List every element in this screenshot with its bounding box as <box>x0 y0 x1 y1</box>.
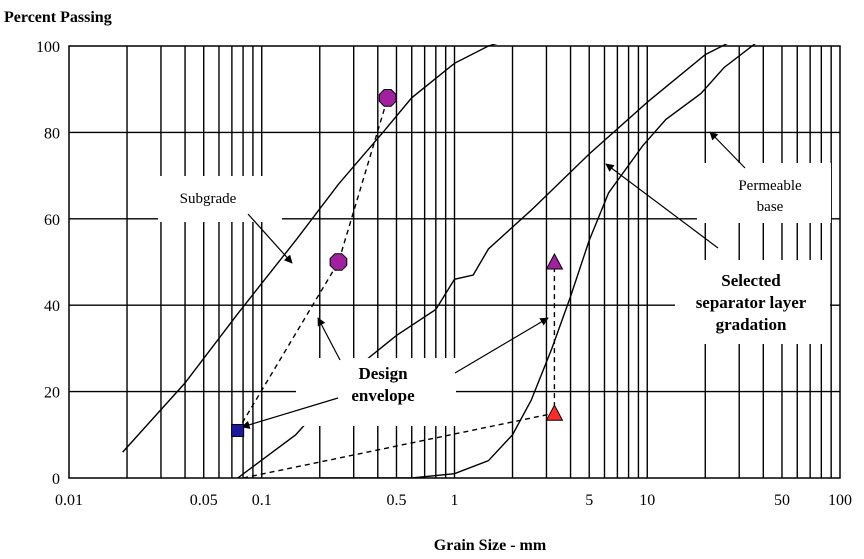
series-group <box>122 44 756 478</box>
callout-arrows <box>241 131 746 429</box>
x-tick-labels: 0.01 0.05 0.1 0.5 1 5 10 50 100 <box>55 492 852 509</box>
x-tick-label: 5 <box>585 492 593 509</box>
marker-triangle <box>545 252 564 270</box>
annotation-label: gradation <box>716 315 787 334</box>
callout-arrow <box>709 131 746 169</box>
x-tick-label: 50 <box>774 492 790 509</box>
callout-arrow <box>241 397 339 429</box>
annotation-box <box>296 358 456 426</box>
marker-square <box>231 423 245 437</box>
annotation-label: Subgrade <box>180 191 237 207</box>
y-axis-title: Percent Passing <box>4 9 112 26</box>
y-tick-labels: 0 20 40 60 80 100 <box>36 39 60 488</box>
x-tick-label: 10 <box>639 492 655 509</box>
series-line-permeable-base <box>319 44 756 478</box>
y-tick-label: 20 <box>44 385 60 402</box>
annotation-box <box>158 176 282 222</box>
annotation-box <box>675 260 830 344</box>
annotation-label: Design <box>358 364 408 383</box>
annotation-label: Permeable <box>738 178 802 194</box>
callout-arrow <box>317 317 341 361</box>
x-tick-label: 0.01 <box>55 492 83 509</box>
callout-arrow <box>605 163 719 249</box>
y-tick-label: 40 <box>44 298 60 315</box>
annotation-box <box>697 163 831 223</box>
callout-arrow <box>247 213 293 264</box>
annotation-label: envelope <box>351 386 415 405</box>
y-tick-label: 80 <box>44 125 60 142</box>
x-tick-label: 100 <box>828 492 852 509</box>
annotation-label: separator layer <box>696 293 807 312</box>
annotation-label: Selected <box>721 271 781 290</box>
series-line-design-envelope <box>237 97 389 431</box>
annotation-labels: Subgrade Permeable base Selected separator l… <box>180 178 807 405</box>
x-axis-title: Grain Size - mm <box>434 537 547 554</box>
x-tick-label: 0.1 <box>252 492 272 509</box>
plot-frame <box>68 45 841 479</box>
marker-octagon <box>329 253 348 271</box>
y-tick-label: 100 <box>36 39 60 56</box>
y-tick-label: 60 <box>44 212 60 229</box>
callout-arrow <box>454 317 549 374</box>
x-tick-label: 1 <box>451 492 459 509</box>
x-tick-label: 0.05 <box>190 492 218 509</box>
annotation-label: base <box>757 199 784 215</box>
marker-octagon <box>378 89 397 107</box>
marker-group <box>231 89 564 437</box>
x-tick-label: 0.5 <box>386 492 406 509</box>
series-line-subgrade <box>122 44 498 453</box>
marker-triangle <box>545 404 564 421</box>
y-tick-label: 0 <box>52 471 60 488</box>
label-backgrounds <box>158 163 831 426</box>
